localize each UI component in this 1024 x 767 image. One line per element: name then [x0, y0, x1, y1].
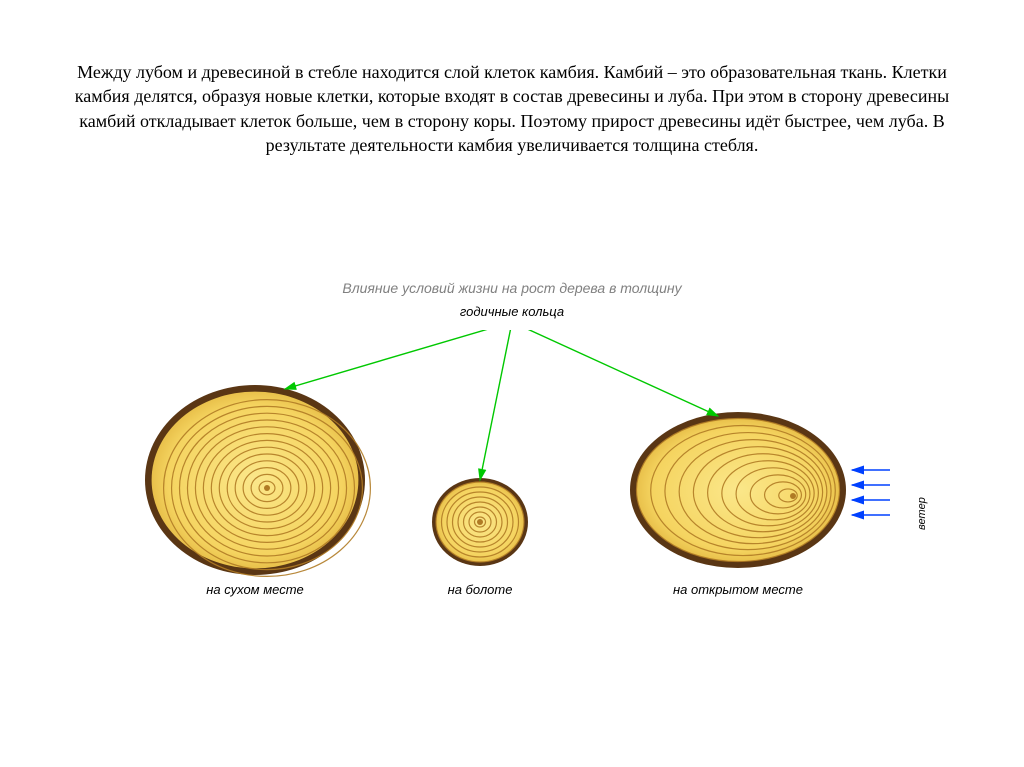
caption-swamp: на болоте [370, 582, 590, 597]
diagram-area: Влияние условий жизни на рост дерева в т… [0, 280, 1024, 660]
wind-label: ветер [916, 497, 928, 530]
tree-rings-svg [0, 330, 1024, 650]
caption-open: на открытом месте [628, 582, 848, 597]
diagram-svg-wrap [0, 330, 1024, 650]
caption-dry: на сухом месте [145, 582, 365, 597]
rings-label: годичные кольца [0, 304, 1024, 319]
diagram-title: Влияние условий жизни на рост дерева в т… [0, 280, 1024, 296]
main-paragraph: Между лубом и древесиной в стебле находи… [70, 60, 954, 157]
